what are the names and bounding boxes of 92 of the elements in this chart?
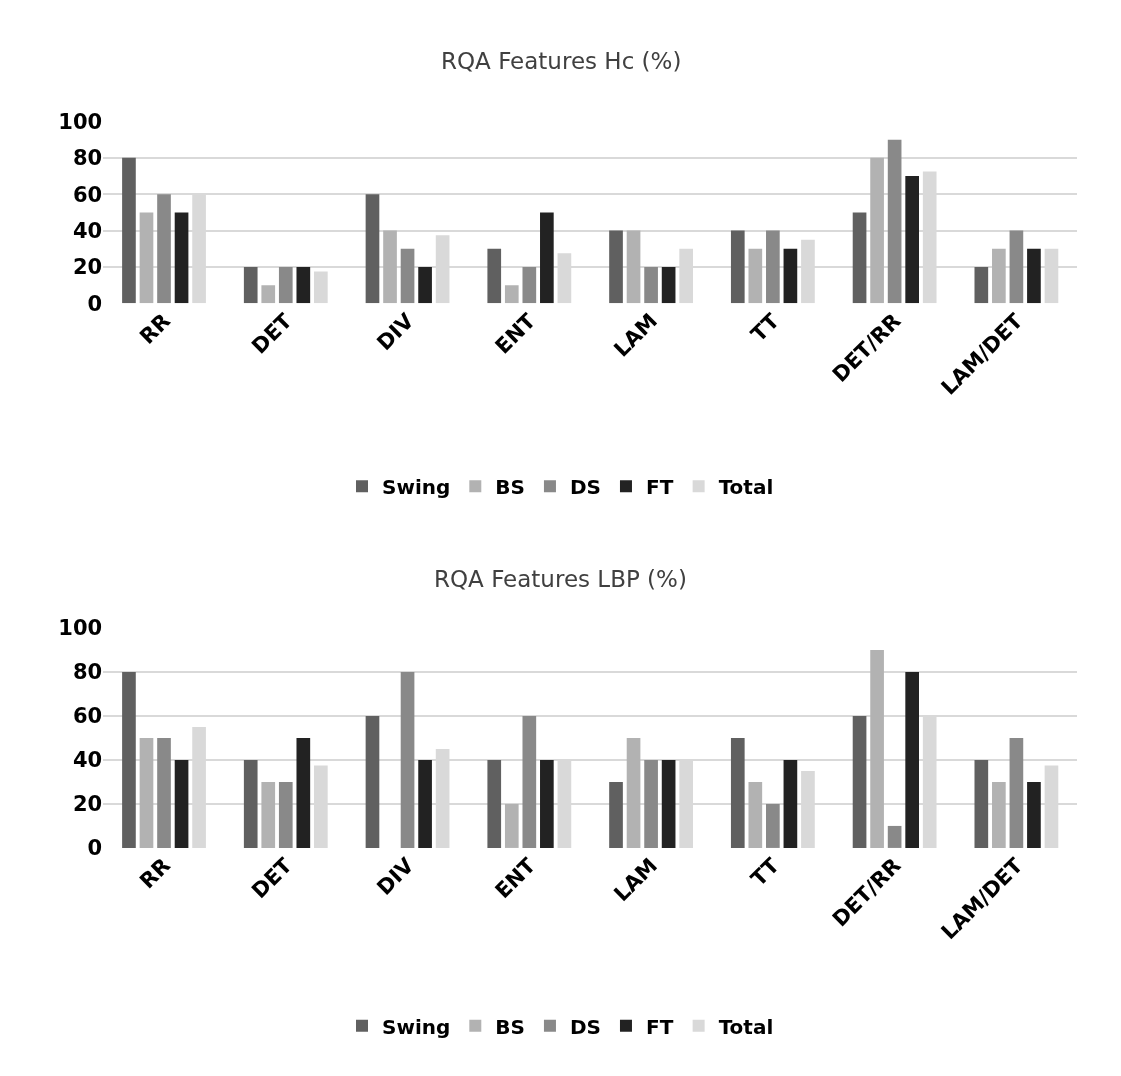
bar	[487, 759, 502, 848]
bar	[626, 737, 641, 848]
bar	[243, 266, 258, 304]
bar	[766, 230, 780, 304]
bar	[974, 759, 989, 848]
y-tick-label: 80	[72, 146, 103, 171]
y-tick-label: 60	[72, 704, 103, 729]
bar	[992, 781, 1006, 848]
bar	[887, 825, 902, 848]
bar	[870, 649, 884, 848]
bar	[1009, 230, 1024, 304]
bar	[418, 266, 432, 304]
bar	[487, 248, 502, 304]
bar	[905, 176, 919, 304]
bar	[1027, 781, 1041, 848]
bar	[296, 266, 311, 304]
bar	[661, 266, 676, 304]
bar	[644, 759, 658, 848]
legend-label: DS	[569, 474, 601, 499]
y-tick-label: 20	[72, 792, 103, 817]
bar	[365, 194, 380, 304]
bar	[139, 737, 154, 848]
bar	[730, 230, 745, 304]
bar	[661, 759, 676, 848]
legend-label: Total	[718, 474, 774, 499]
bar	[174, 759, 189, 848]
bar	[122, 157, 136, 304]
y-tick-label: 40	[72, 748, 103, 773]
y-tick-label: 40	[72, 218, 103, 243]
chart-title: RQA Features Hc (%)	[441, 48, 682, 74]
bar	[400, 671, 415, 848]
y-tick-label: 0	[87, 291, 103, 316]
y-tick-label: 20	[72, 255, 103, 280]
legend-label: BS	[495, 1014, 525, 1039]
chart-title: RQA Features LBP (%)	[434, 566, 687, 592]
y-tick-label: 0	[87, 836, 103, 861]
bar	[783, 248, 798, 304]
bar	[609, 230, 623, 304]
bar	[1009, 737, 1024, 848]
bar	[766, 803, 780, 848]
bar	[504, 285, 519, 304]
bar	[540, 212, 554, 304]
bar	[870, 157, 884, 304]
bar	[296, 737, 311, 848]
bar	[626, 230, 641, 304]
bar	[748, 781, 763, 848]
legend-label: Swing	[382, 474, 451, 499]
bar	[365, 715, 380, 848]
bar	[261, 285, 276, 304]
bar	[418, 759, 432, 848]
bar	[504, 803, 519, 848]
bar	[887, 139, 902, 304]
y-tick-label: 60	[72, 182, 103, 207]
bar	[261, 781, 276, 848]
bar	[122, 671, 136, 848]
bar	[278, 781, 293, 848]
x-tick-label: TT	[746, 852, 785, 891]
bar	[905, 671, 919, 848]
bar	[383, 230, 397, 304]
bar	[748, 248, 763, 304]
bar	[1027, 248, 1041, 304]
bar	[278, 266, 293, 304]
bar	[644, 266, 658, 304]
bar	[730, 737, 745, 848]
bar	[540, 759, 554, 848]
legend-label: Swing	[382, 1014, 451, 1039]
bar	[243, 759, 258, 848]
y-tick-label: 100	[58, 616, 103, 641]
bar	[522, 266, 537, 304]
bar	[609, 781, 623, 848]
legend-label: FT	[645, 474, 674, 499]
y-tick-label: 100	[58, 109, 103, 134]
bar	[783, 759, 798, 848]
x-tick-label: RR	[135, 853, 175, 894]
bar	[174, 212, 189, 304]
bar	[992, 248, 1006, 304]
legend-label: Total	[718, 1014, 774, 1039]
bar	[157, 737, 171, 848]
bar	[400, 248, 415, 304]
bar	[852, 715, 867, 848]
bar	[314, 271, 328, 304]
bar	[139, 212, 154, 304]
bar	[157, 194, 171, 304]
legend-label: DS	[569, 1014, 601, 1039]
legend-label: BS	[495, 474, 525, 499]
bar	[852, 212, 867, 304]
bar	[522, 715, 537, 848]
x-tick-label: RR	[135, 308, 175, 349]
x-tick-label: TT	[746, 308, 785, 347]
legend-label: FT	[645, 1014, 674, 1039]
bar	[974, 266, 989, 304]
y-tick-label: 80	[72, 660, 103, 685]
